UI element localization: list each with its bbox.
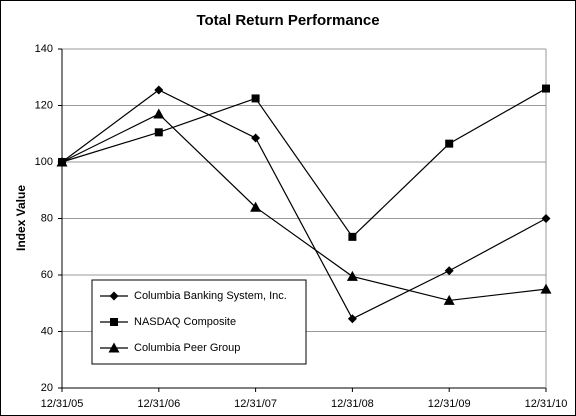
series-line (61, 88, 547, 238)
y-tick-label: 100 (35, 156, 53, 168)
y-tick-label: 80 (41, 212, 53, 224)
x-tick-label: 12/31/07 (234, 398, 277, 410)
x-tick-label: 12/31/08 (331, 398, 374, 410)
data-point (251, 133, 261, 143)
data-point (154, 85, 164, 95)
data-point (251, 94, 260, 103)
legend-label: Columbia Peer Group (134, 342, 240, 354)
data-point (153, 108, 165, 119)
y-tick-label: 60 (41, 269, 53, 281)
y-axis-title: Index Value (14, 185, 28, 251)
series-line (61, 113, 547, 302)
y-tick-label: 140 (35, 43, 53, 55)
y-tick-label: 120 (35, 99, 53, 111)
chart-title: Total Return Performance (196, 12, 379, 29)
data-point (542, 84, 550, 93)
series-line (61, 89, 547, 320)
legend-label: NASDAQ Composite (134, 316, 236, 328)
data-point (347, 314, 357, 324)
data-point (540, 283, 552, 294)
data-point (541, 214, 551, 223)
y-tick-label: 40 (41, 325, 53, 337)
y-tick-label: 20 (41, 382, 53, 394)
data-point (56, 156, 68, 167)
data-point (250, 201, 262, 212)
x-tick-label: 12/31/10 (525, 398, 568, 410)
data-point (443, 294, 455, 305)
data-point (346, 270, 358, 281)
x-tick-label: 12/31/05 (41, 398, 84, 410)
legend-label: Columbia Banking System, Inc. (134, 290, 287, 302)
data-point (154, 128, 163, 137)
data-point (445, 139, 454, 148)
legend-marker (108, 342, 120, 353)
x-tick-label: 12/31/09 (428, 398, 471, 410)
data-point (348, 232, 357, 241)
legend-marker (110, 318, 118, 326)
data-point (444, 266, 454, 276)
legend-marker (109, 291, 119, 301)
x-tick-label: 12/31/06 (137, 398, 180, 410)
